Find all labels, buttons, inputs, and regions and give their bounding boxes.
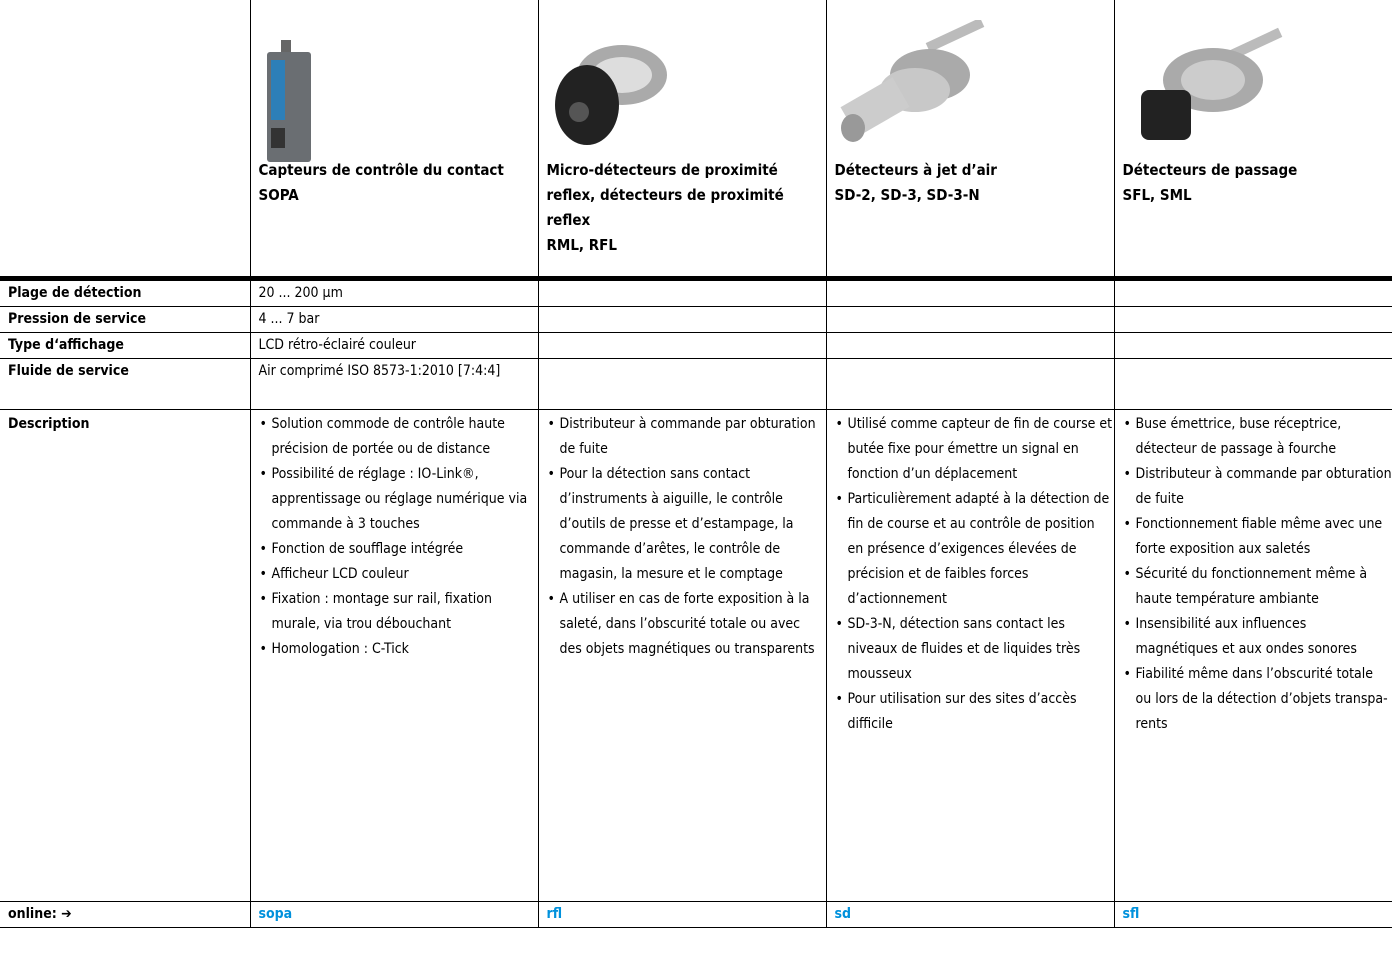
cell: Solution commode de contrôle haute préci… (249, 409, 539, 902)
header-row: Capteurs de contrôle du contact SOPA Micr… (0, 0, 1392, 276)
bullet-item: Insensibilité aux influences magnétiques… (1124, 612, 1392, 662)
spec-row: Fluide de service Air comprimé ISO 8573-1… (0, 358, 1392, 410)
bullet-list: Utilisé comme capteur de fin de course e… (835, 412, 1114, 737)
header-cell: Détecteurs à jet d’air SD-2, SD-3, SD-3-N (825, 0, 1114, 276)
bullet-item: Distributeur à commande par obturation d… (548, 412, 826, 462)
row-label: Type d‘affichage (0, 332, 251, 359)
cell: LCD rétro-éclairé couleur (249, 332, 539, 359)
bullet-item: Fonction de soufflage intégrée (260, 537, 538, 562)
online-row: online: ➔ sopa rfl sd sfl (0, 901, 1392, 928)
product-image (266, 40, 311, 162)
bullet-item: Solution commode de contrôle haute préci… (260, 412, 538, 462)
header-cell: Capteurs de contrôle du contact SOPA (249, 0, 538, 276)
corner-cell (0, 0, 250, 276)
row-label: Description (0, 409, 251, 902)
bullet-item: A utiliser en cas de forte exposition à … (548, 587, 826, 662)
product-image (1140, 27, 1282, 140)
product-title: Capteurs de contrôle du contact SOPA (258, 161, 504, 204)
bullet-item: Fiabilité même dans l’obscurité totale o… (1124, 662, 1392, 737)
cell: Distributeur à commande par obturation d… (537, 409, 827, 902)
bullet-item: Fonctionnement fiable même avec une fort… (1124, 512, 1392, 562)
table-body: Plage de détection 20 ... 200 µm Pression… (0, 281, 1392, 928)
description-row: Description Solution commode de contrôle… (0, 409, 1392, 902)
bullet-item: Fixation : montage sur rail, fixation mu… (260, 587, 538, 637)
header-cell: Micro-détecteurs de proximité reflex, dé… (537, 0, 826, 276)
bullet-list: Distributeur à commande par obturation d… (547, 412, 826, 662)
bullet-list: Buse émettrice, buse réceptrice, détecte… (1123, 412, 1392, 737)
row-label: Fluide de service (0, 358, 251, 410)
cell: Air comprimé ISO 8573-1:2010 [7:4:4] (249, 358, 539, 410)
bullet-list: Solution commode de contrôle haute préci… (259, 412, 538, 662)
bullet-item: Afficheur LCD couleur (260, 562, 538, 587)
spec-row: Pression de service 4 ... 7 bar (0, 306, 1392, 333)
bullet-item: Sécurité du fonctionnement même à haute … (1124, 562, 1392, 612)
product-title: Détecteurs à jet d’air SD-2, SD-3, SD-3-N (834, 161, 997, 204)
link[interactable]: rfl (546, 906, 563, 922)
link[interactable]: sd (834, 906, 852, 922)
bullet-item: Pour utilisation sur des sites d’accès d… (836, 687, 1114, 737)
bullet-item: Utilisé comme capteur de fin de course e… (836, 412, 1114, 487)
bullet-item: SD-3-N, détection sans contact les nivea… (836, 612, 1114, 687)
bullet-item: Buse émettrice, buse réceptrice, détecte… (1124, 412, 1392, 462)
divider (0, 276, 1392, 281)
bullet-item: Distributeur à commande par obturation d… (1124, 462, 1392, 512)
product-title: Micro-détecteurs de proximité reflex, dé… (546, 161, 784, 254)
cell: 4 ... 7 bar (249, 306, 539, 333)
spec-row: Plage de détection 20 ... 200 µm (0, 281, 1392, 307)
bullet-item: Homologation : C-Tick (260, 637, 538, 662)
product-table: Capteurs de contrôle du contact SOPA Micr… (0, 0, 1392, 928)
link[interactable]: sfl (1122, 906, 1140, 922)
bullet-item: Possibilité de réglage : IO-Link®, appre… (260, 462, 538, 537)
header-cell: Détecteurs de passage SFL, SML (1113, 0, 1392, 276)
cell: Utilisé comme capteur de fin de course e… (825, 409, 1115, 902)
link[interactable]: sopa (258, 906, 293, 922)
row-label: Plage de détection (0, 281, 251, 307)
cell: 20 ... 200 µm (249, 281, 539, 307)
row-label: online: ➔ (0, 901, 251, 928)
product-image (840, 20, 984, 142)
bullet-item: Particulièrement adapté à la détection d… (836, 487, 1114, 612)
spec-row: Type d‘affichage LCD rétro-éclairé couleu… (0, 332, 1392, 359)
bullet-item: Pour la détection sans contact d’instrum… (548, 462, 826, 587)
product-title: Détecteurs de passage SFL, SML (1122, 161, 1298, 204)
row-label: Pression de service (0, 306, 251, 333)
product-image (554, 45, 667, 145)
cell: Buse émettrice, buse réceptrice, détecte… (1113, 409, 1392, 902)
